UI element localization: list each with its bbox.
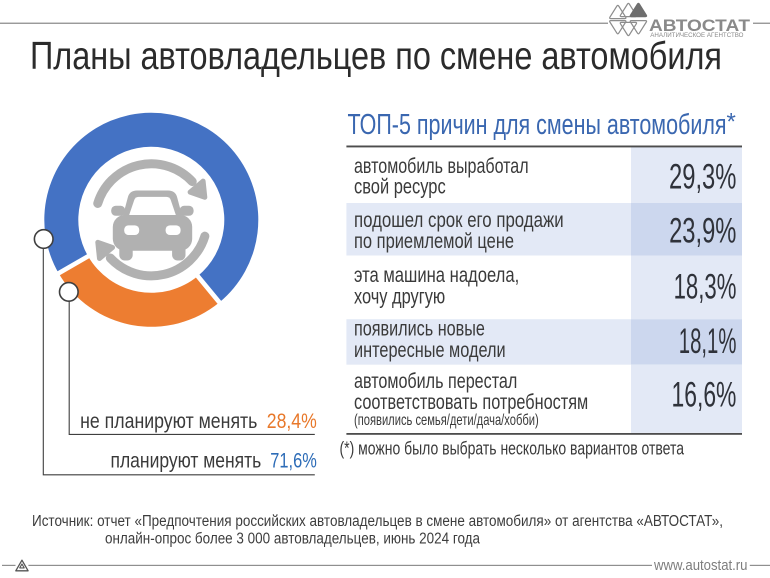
- svg-text:29,3%: 29,3%: [669, 158, 736, 197]
- svg-text:(*) можно было выбрать несколь: (*) можно было выбрать несколько вариант…: [340, 437, 685, 458]
- svg-text:хочу другую: хочу другую: [354, 285, 445, 309]
- svg-text:свой ресурс: свой ресурс: [354, 174, 446, 198]
- svg-text:16,6%: 16,6%: [672, 376, 737, 415]
- svg-text:автомобиль перестал: автомобиль перестал: [354, 369, 517, 393]
- svg-text:подошел срок его продажи: подошел срок его продажи: [354, 208, 564, 232]
- svg-text:18,1%: 18,1%: [679, 322, 737, 361]
- svg-text:(появились семья/дети/дача/хоб: (появились семья/дети/дача/хобби): [354, 412, 539, 429]
- svg-text:www.autostat.ru: www.autostat.ru: [653, 557, 747, 574]
- svg-text:ТОП-5 причин для смены автомоб: ТОП-5 причин для смены автомобиля: [348, 109, 727, 141]
- svg-text:23,9%: 23,9%: [669, 211, 736, 250]
- svg-text:*: *: [727, 109, 736, 136]
- svg-text:АВТОСТАТ: АВТОСТАТ: [649, 17, 750, 35]
- svg-text:Планы автовладельцев по смене: Планы автовладельцев по смене автомобиля: [30, 35, 722, 78]
- svg-text:71,6%: 71,6%: [270, 449, 317, 473]
- svg-text:Источник: отчет «Предпочтения: Источник: отчет «Предпочтения российских…: [32, 513, 723, 530]
- svg-text:соответствовать потребностям: соответствовать потребностям: [354, 390, 588, 414]
- svg-text:по приемлемой цене: по приемлемой цене: [354, 229, 514, 253]
- svg-text:интересные модели: интересные модели: [354, 338, 506, 362]
- svg-text:онлайн-опрос более 3 000 автов: онлайн-опрос более 3 000 автовладельцев,…: [105, 531, 480, 548]
- svg-text:АНАЛИТИЧЕСКОЕ АГЕНТСТВО: АНАЛИТИЧЕСКОЕ АГЕНТСТВО: [650, 32, 743, 39]
- svg-text:автомобиль выработал: автомобиль выработал: [354, 154, 529, 178]
- svg-text:не планируют менять: не планируют менять: [80, 409, 257, 433]
- svg-text:28,4%: 28,4%: [267, 409, 317, 433]
- svg-text:планируют менять: планируют менять: [111, 449, 262, 473]
- svg-text:18,3%: 18,3%: [674, 267, 737, 306]
- svg-text:появились новые: появились новые: [354, 317, 485, 341]
- svg-text:эта машина надоела,: эта машина надоела,: [354, 263, 519, 287]
